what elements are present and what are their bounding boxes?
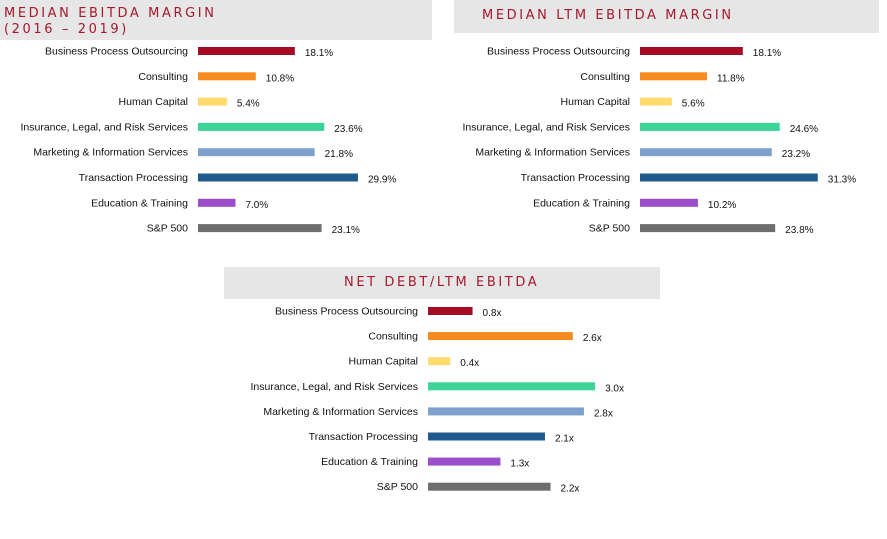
category-label: S&P 500 [377, 481, 418, 493]
value-label: 7.0% [245, 200, 268, 211]
ltm-ebitda-margin-chart: Business Process Outsourcing 18.1% Consult… [462, 46, 856, 237]
bar [198, 47, 295, 55]
value-label: 23.6% [334, 124, 362, 135]
category-label: Education & Training [321, 456, 418, 468]
bar [198, 122, 325, 131]
value-label: 23.1% [332, 225, 360, 236]
bar [198, 224, 322, 233]
bar [198, 173, 358, 182]
bar [428, 482, 551, 491]
value-label: 21.8% [325, 149, 353, 160]
category-label: Consulting [368, 331, 418, 343]
bar [640, 47, 743, 55]
category-label: Marketing & Information Services [475, 147, 630, 159]
value-label: 18.1% [753, 48, 781, 59]
category-label: Education & Training [91, 197, 188, 209]
bar [640, 97, 672, 106]
bar [198, 97, 227, 106]
value-label: 2.6x [583, 333, 602, 344]
category-label: Marketing & Information Services [263, 406, 418, 418]
value-label: 2.8x [594, 408, 613, 419]
category-label: Transaction Processing [79, 172, 188, 184]
value-label: 29.9% [368, 175, 396, 186]
chart-title-line-1: NET DEBT/LTM EBITDA [344, 275, 540, 290]
ebitda-margin-title: MEDIAN EBITDA MARGIN (2016 – 2019) [0, 0, 432, 40]
value-label: 3.0x [605, 383, 624, 394]
bar [640, 224, 776, 233]
bar [198, 72, 256, 81]
category-label: Consulting [580, 71, 630, 83]
bar [640, 148, 772, 157]
category-label: S&P 500 [147, 223, 188, 235]
bar [640, 198, 698, 207]
chart-title-line-1: MEDIAN EBITDA MARGIN [4, 6, 217, 21]
category-label: Insurance, Legal, and Risk Services [250, 381, 418, 393]
chart-title-line-1: MEDIAN LTM EBITDA MARGIN [482, 8, 734, 23]
bar [428, 332, 573, 341]
bar [428, 307, 473, 315]
value-label: 10.2% [708, 200, 736, 211]
bar [428, 432, 545, 441]
bar [640, 122, 780, 131]
category-label: Human Capital [119, 96, 188, 108]
value-label: 24.6% [790, 124, 818, 135]
bar [428, 407, 584, 416]
value-label: 18.1% [305, 48, 333, 59]
chart-title-line-2: (2016 – 2019) [4, 22, 129, 37]
value-label: 5.6% [682, 99, 705, 110]
category-label: Business Process Outsourcing [275, 306, 418, 318]
value-label: 5.4% [237, 99, 260, 110]
value-label: 2.2x [561, 484, 580, 495]
category-label: Insurance, Legal, and Risk Services [462, 121, 630, 133]
category-label: Business Process Outsourcing [487, 46, 630, 58]
value-label: 2.1x [555, 434, 574, 445]
category-label: Transaction Processing [521, 172, 630, 184]
category-label: Marketing & Information Services [33, 147, 188, 159]
category-label: Insurance, Legal, and Risk Services [20, 121, 188, 133]
category-label: Education & Training [533, 197, 630, 209]
net-debt-title: NET DEBT/LTM EBITDA [224, 267, 660, 299]
value-label: 11.8% [717, 73, 745, 84]
ebitda-margin-chart: Business Process Outsourcing 18.1% Consult… [20, 46, 396, 237]
bar [640, 72, 708, 81]
category-label: Transaction Processing [309, 431, 418, 443]
bar [640, 173, 818, 182]
value-label: 1.3x [510, 459, 529, 470]
ltm-ebitda-margin-title: MEDIAN LTM EBITDA MARGIN [454, 0, 879, 33]
value-label: 0.4x [460, 358, 479, 369]
value-label: 23.2% [782, 149, 810, 160]
value-label: 0.8x [483, 308, 502, 319]
bar [428, 357, 451, 366]
value-label: 31.3% [828, 175, 856, 186]
category-label: Business Process Outsourcing [45, 46, 188, 58]
bar [428, 457, 501, 466]
bar [428, 382, 596, 391]
category-label: S&P 500 [589, 223, 630, 235]
category-label: Consulting [138, 71, 188, 83]
value-label: 10.8% [266, 73, 294, 84]
net-debt-chart: Business Process Outsourcing 0.8x Consulti… [250, 306, 624, 495]
category-label: Human Capital [561, 96, 630, 108]
value-label: 23.8% [785, 225, 813, 236]
bar [198, 198, 236, 207]
category-label: Human Capital [349, 356, 418, 368]
bar [198, 148, 315, 157]
